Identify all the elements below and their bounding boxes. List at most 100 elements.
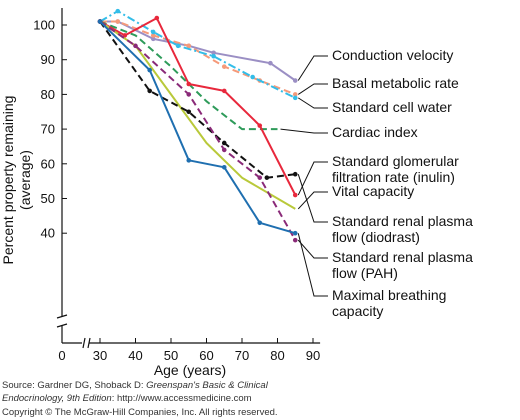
legend-leader-line (297, 83, 328, 95)
y-tick-label: 70 (41, 122, 55, 137)
series-line (99, 20, 297, 241)
legend-entry: Vital capacity (297, 183, 414, 210)
source-line-1: Source: Gardner DG, Shoback D: Greenspan… (2, 380, 268, 391)
x-tick-label: 40 (128, 348, 142, 363)
legend-leader-line (297, 55, 328, 81)
x-tick-label: 70 (235, 348, 249, 363)
source-prefix: Source: Gardner DG, Shoback D: (2, 380, 147, 391)
y-axis-break-mark (56, 323, 68, 328)
data-point (221, 64, 227, 69)
legend-leader-line (280, 128, 328, 134)
data-point (221, 147, 227, 153)
data-point (221, 140, 227, 146)
legend-entry: Standard cell water (297, 97, 452, 115)
data-point (150, 36, 156, 42)
x-axis-break-mark (82, 337, 86, 349)
data-point (211, 53, 216, 59)
x-tick-label: 80 (270, 348, 284, 363)
data-point (257, 123, 263, 128)
legend-leader-line (297, 97, 328, 109)
series-line (99, 20, 296, 235)
series-layer (97, 8, 298, 243)
legend-leader-line (297, 191, 328, 210)
series-line (99, 17, 297, 196)
legend-leader-line (297, 174, 328, 223)
data-point (264, 175, 270, 180)
data-point (221, 88, 227, 94)
data-point (147, 88, 152, 94)
legend-label: Cardiac index (332, 124, 418, 140)
source-title-a: Greenspan's Basic & Clinical (146, 380, 268, 391)
data-point (292, 171, 298, 177)
series-group (97, 15, 298, 198)
axes: 40 50 60 70 80 90 100 0 30 40 50 60 70 80 90 (33, 8, 320, 363)
y-tick-label: 80 (41, 87, 55, 102)
y-tick-label: 90 (41, 52, 55, 67)
legend-leader-line (297, 233, 328, 297)
source-line-2: Endocrinology, 9th Edition: http://www.a… (2, 393, 252, 404)
copyright: Copyright © The McGraw-Hill Companies, I… (2, 407, 278, 418)
legend-entry: Basal metabolic rate (297, 75, 459, 95)
x-tick-label: 90 (306, 348, 320, 363)
data-point (292, 237, 298, 243)
data-point (250, 74, 255, 80)
data-point (147, 67, 152, 73)
legend-label: Vital capacity (332, 183, 414, 199)
x-axis-title: Age (years) (154, 362, 226, 378)
data-point (150, 29, 156, 35)
y-tick-label: 40 (41, 226, 55, 241)
data-point (211, 50, 216, 56)
data-point (257, 220, 263, 226)
x-axis-break-mark (87, 337, 91, 349)
legend-label: Basal metabolic rate (332, 75, 459, 91)
x-tick-label: 50 (164, 348, 178, 363)
data-point (292, 92, 298, 97)
data-point (221, 164, 227, 170)
legend-label: Standard renal plasma (332, 249, 473, 265)
y-tick-label: 60 (41, 156, 55, 171)
series-group (97, 19, 298, 180)
legend-label: Standard renal plasma (332, 213, 473, 229)
x-tick-label: 30 (93, 348, 107, 363)
data-point (186, 109, 192, 115)
legend-leader-line (297, 161, 328, 196)
data-point (97, 19, 103, 24)
data-point (268, 60, 273, 66)
series-line (99, 20, 296, 179)
legend-label: capacity (332, 303, 383, 319)
data-point (292, 78, 298, 83)
legend-label: Standard glomerular (332, 153, 459, 169)
x-tick-label: 60 (199, 348, 213, 363)
x-tick-label: 0 (58, 348, 65, 363)
data-point (133, 43, 138, 49)
data-point (292, 192, 298, 198)
data-point (154, 15, 160, 21)
y-tick-label: 50 (41, 191, 55, 206)
legend-label: Conduction velocity (332, 47, 453, 63)
legend-label: flow (PAH) (332, 265, 398, 281)
data-point (257, 175, 263, 180)
data-point (186, 43, 192, 49)
legend-entry: Conduction velocity (297, 47, 453, 81)
y-axis-title-line2: (average) (17, 150, 33, 210)
y-axis-break-mark (56, 314, 68, 319)
legend-leader-line (297, 239, 328, 259)
y-axis-title-line1: Percent property remaining (0, 96, 16, 265)
source-title-b: Endocrinology, 9th Edition (2, 393, 112, 404)
data-point (115, 8, 121, 14)
series-group (97, 19, 298, 236)
line-chart: 40 50 60 70 80 90 100 0 30 40 50 60 70 80 90 Conductio… (0, 8, 473, 378)
data-point (292, 95, 298, 101)
data-point (186, 92, 192, 97)
data-point (186, 81, 192, 87)
legend-layer: Conduction velocity Basal metabolic rate S… (280, 47, 473, 319)
legend-label: filtration rate (inulin) (332, 169, 455, 185)
legend-label: flow (diodrast) (332, 229, 420, 245)
data-point (115, 19, 121, 24)
y-tick-label: 100 (33, 18, 55, 33)
data-point (186, 158, 192, 163)
